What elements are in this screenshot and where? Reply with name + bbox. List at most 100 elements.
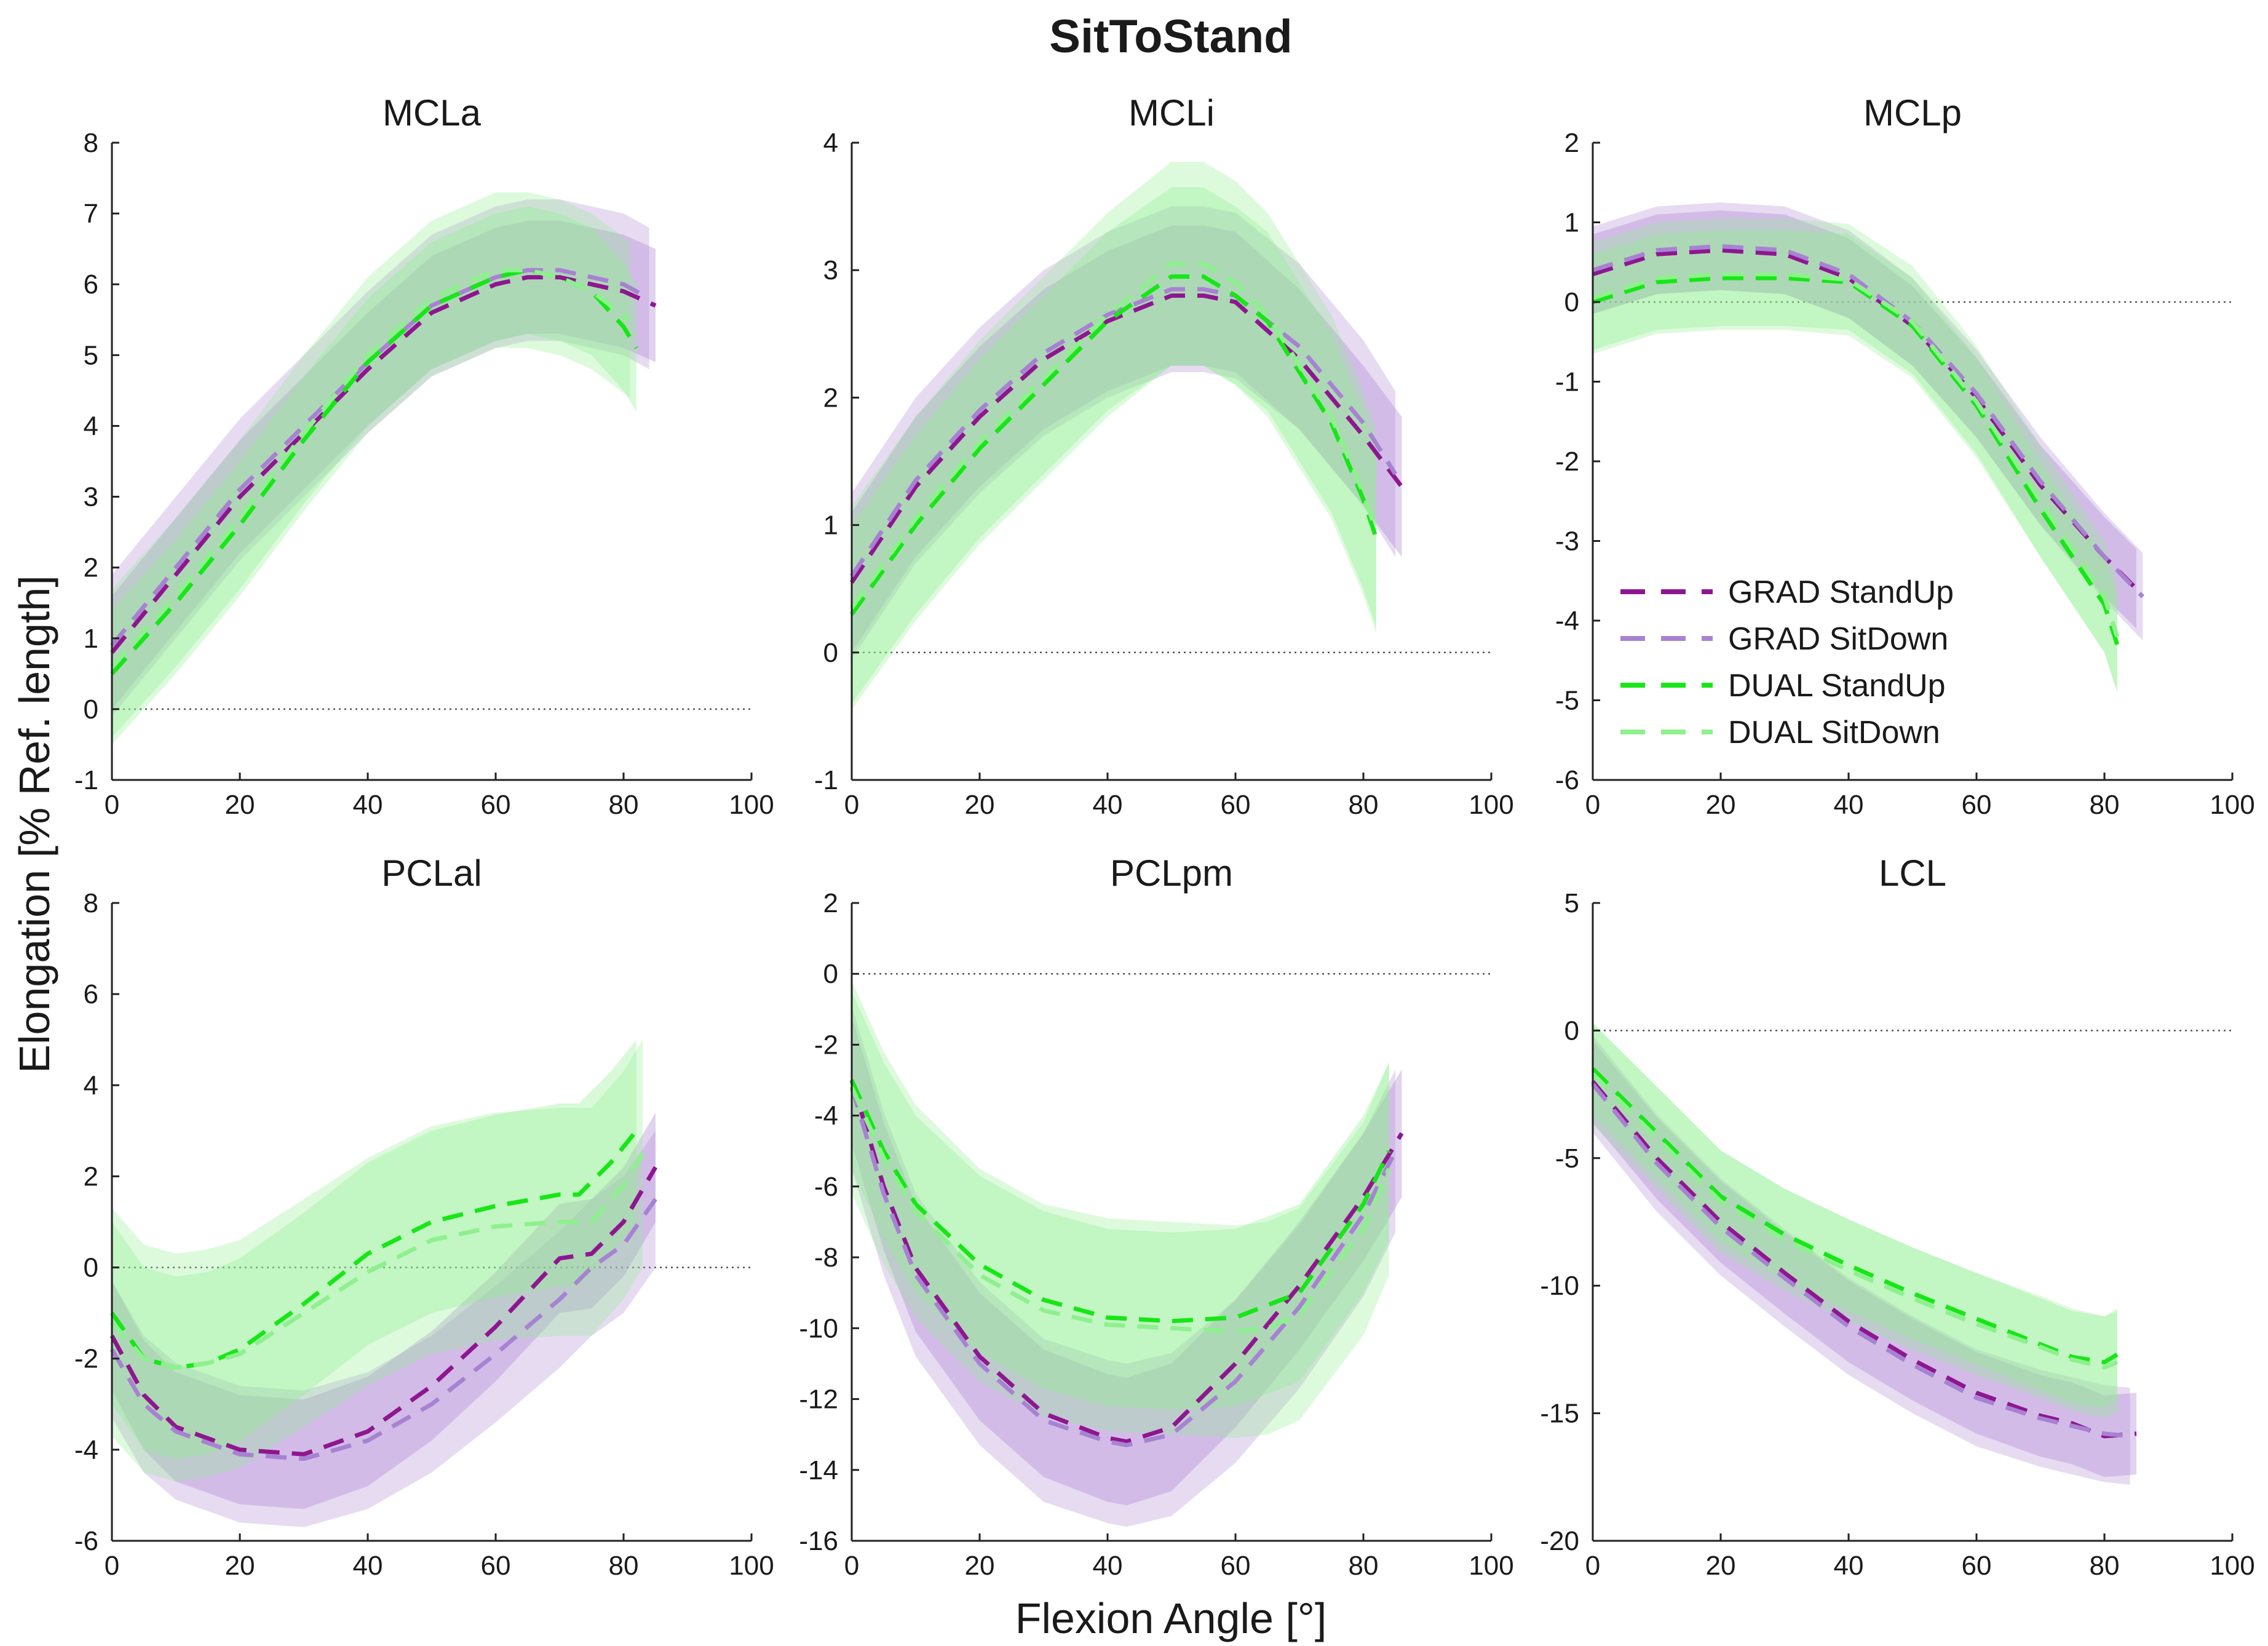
y-tick-label: -8 xyxy=(814,1242,838,1273)
y-tick-label: -3 xyxy=(1555,527,1579,557)
x-tick-label: 0 xyxy=(1585,1551,1600,1581)
y-tick-label: -4 xyxy=(1555,606,1579,636)
y-tick-label: 5 xyxy=(84,340,98,370)
y-tick-label: 0 xyxy=(1564,1016,1579,1046)
x-tick-label: 80 xyxy=(2090,1551,2120,1581)
x-tick-label: 40 xyxy=(1093,790,1123,820)
panel-title: MCLa xyxy=(383,92,482,133)
panel-mclp: 0 20 40 60 80 100 -6 -5 -4 -3 -2 -1 0 1 2 MCLp xyxy=(1555,92,2255,820)
y-tick-label: -15 xyxy=(1540,1399,1579,1429)
y-tick-label: 2 xyxy=(1564,128,1579,158)
band-grad-standup xyxy=(1593,1041,2136,1477)
y-tick-label: 0 xyxy=(84,694,98,725)
band-dual-standup xyxy=(112,206,636,738)
x-tick-label: 40 xyxy=(1093,1551,1123,1581)
series-line-dual-standup xyxy=(1592,276,2120,645)
x-tick-label: 100 xyxy=(2210,1551,2254,1581)
band-grad-sitdown xyxy=(112,1131,656,1527)
y-tick-label: 6 xyxy=(84,979,98,1009)
series-line-dual-standup xyxy=(849,1079,1391,1324)
x-tick-label: 80 xyxy=(2090,790,2120,820)
x-tick-label: 20 xyxy=(1706,1551,1736,1581)
y-tick-label: 7 xyxy=(84,199,98,229)
series-line-grad-sitdown xyxy=(850,287,1397,578)
x-tick-label: 20 xyxy=(965,790,995,820)
y-tick-label: 3 xyxy=(823,255,838,285)
x-tick-label: 60 xyxy=(1221,790,1251,820)
series-line-grad-sitdown xyxy=(1591,1083,2130,1439)
x-tick-label: 60 xyxy=(1962,1551,1992,1581)
x-tick-label: 20 xyxy=(965,1551,995,1581)
x-axis-label: Flexion Angle [°] xyxy=(1015,1594,1327,1642)
band-dual-sitdown xyxy=(852,980,1389,1438)
panel-pclpm: 0 20 40 60 80 100 -16 -14 -12 -10 -8 -6 -4 -2 0 2 PCLpm xyxy=(799,853,1513,1581)
series-line-grad-sitdown xyxy=(849,1086,1398,1447)
y-tick-label: -16 xyxy=(799,1526,838,1556)
y-tick-label: 2 xyxy=(84,1161,98,1191)
series-line-grad-sitdown xyxy=(109,1198,657,1461)
x-tick-label: 60 xyxy=(481,1551,511,1581)
y-tick-label: -4 xyxy=(74,1435,98,1465)
x-tick-label: 100 xyxy=(1469,790,1513,820)
series-line-grad-standup xyxy=(110,275,657,654)
panel-title: PCLal xyxy=(381,853,482,894)
y-tick-label: -4 xyxy=(814,1101,838,1131)
series-line-grad-standup xyxy=(109,1166,658,1457)
band-dual-sitdown xyxy=(112,1040,643,1482)
band-dual-sitdown xyxy=(112,192,630,745)
y-tick-label: 4 xyxy=(84,1070,98,1100)
y-tick-label: 5 xyxy=(1564,888,1579,918)
series-line-grad-standup xyxy=(849,1079,1404,1444)
series-line-dual-standup xyxy=(850,274,1379,616)
x-tick-label: 40 xyxy=(353,1551,383,1581)
x-tick-label: 20 xyxy=(225,1551,255,1581)
y-tick-label: -2 xyxy=(74,1344,98,1374)
y-tick-label: 0 xyxy=(823,959,838,989)
legend-label: DUAL SitDown xyxy=(1728,715,1940,750)
y-tick-label: 0 xyxy=(1564,287,1579,317)
x-tick-label: 0 xyxy=(105,790,119,820)
band-dual-sitdown xyxy=(1593,1023,2117,1418)
x-tick-label: 100 xyxy=(729,790,774,820)
x-tick-label: 20 xyxy=(225,790,255,820)
y-tick-label: -1 xyxy=(74,765,98,795)
x-tick-label: 100 xyxy=(729,1551,774,1581)
band-grad-standup xyxy=(112,220,656,709)
series-line-dual-sitdown xyxy=(110,1152,645,1370)
y-tick-label: 0 xyxy=(84,1253,98,1283)
band-grad-sitdown xyxy=(1593,1035,2130,1485)
legend-item-dual-standup: DUAL StandUp xyxy=(1620,668,1946,704)
x-tick-label: 60 xyxy=(1221,1551,1251,1581)
x-tick-label: 0 xyxy=(844,1551,859,1581)
band-grad-sitdown xyxy=(852,1006,1395,1527)
x-tick-label: 80 xyxy=(609,1551,639,1581)
x-tick-label: 0 xyxy=(844,790,859,820)
x-tick-label: 20 xyxy=(1706,790,1736,820)
y-tick-label: -5 xyxy=(1555,1143,1579,1174)
x-tick-label: 40 xyxy=(1834,790,1864,820)
y-tick-label: 2 xyxy=(823,888,838,918)
y-tick-label: -2 xyxy=(814,1030,838,1060)
series-line-dual-sitdown xyxy=(849,1086,1391,1334)
y-tick-label: -6 xyxy=(814,1172,838,1202)
legend-item-grad-sitdown: GRAD SitDown xyxy=(1620,621,1948,657)
band-dual-sitdown xyxy=(852,162,1376,710)
series-line-dual-standup xyxy=(110,1129,638,1370)
panel-pclal: 0 20 40 60 80 100 -6 -4 -2 0 2 4 6 8 PCLal xyxy=(74,853,774,1581)
figure-title: SitToStand xyxy=(1049,10,1292,63)
x-tick-label: 100 xyxy=(2210,790,2254,820)
series-line-dual-sitdown xyxy=(110,268,632,669)
y-tick-label: 6 xyxy=(84,269,98,300)
y-tick-label: 1 xyxy=(84,624,98,654)
y-tick-label: -6 xyxy=(1555,765,1579,795)
y-tick-label: -1 xyxy=(814,765,838,795)
y-tick-label: 3 xyxy=(84,482,98,512)
panel-title: PCLpm xyxy=(1110,853,1233,894)
legend: GRAD StandUp GRAD SitDown DUAL StandUp DUAL… xyxy=(1620,575,1954,750)
legend-label: GRAD StandUp xyxy=(1728,575,1954,610)
y-tick-label: 8 xyxy=(84,128,98,158)
series-line-dual-standup xyxy=(1591,1067,2119,1365)
